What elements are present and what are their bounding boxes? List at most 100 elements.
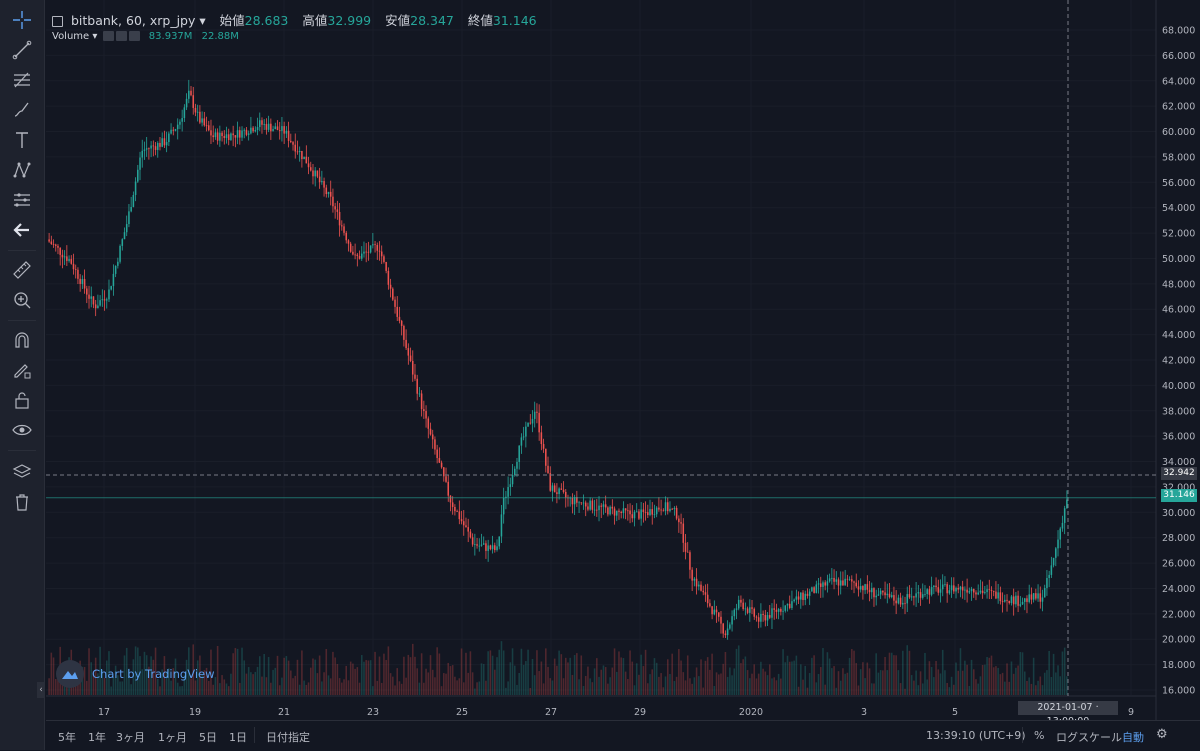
remove-icon[interactable] <box>128 31 140 41</box>
percent-toggle[interactable]: % <box>1034 729 1045 742</box>
candle-body <box>148 148 150 150</box>
ruler-icon[interactable] <box>8 258 36 282</box>
zoom-in-icon[interactable] <box>8 288 36 312</box>
volume-bar <box>440 686 443 695</box>
candle-body <box>456 511 458 512</box>
candle-body <box>655 507 658 515</box>
candle-body <box>57 245 59 248</box>
candle-body <box>50 241 53 245</box>
candle-body <box>431 434 434 440</box>
candle-body <box>682 523 685 543</box>
volume-bar <box>92 670 95 695</box>
settings-icon[interactable] <box>102 31 114 41</box>
candle-body <box>633 511 636 519</box>
layers-icon[interactable] <box>8 460 36 484</box>
trash-icon[interactable] <box>8 490 36 514</box>
volume-bar <box>141 669 144 695</box>
trend-line-icon[interactable] <box>8 38 36 62</box>
collapse-legend-icon[interactable] <box>52 16 63 27</box>
volume-bar <box>445 673 447 695</box>
volume-bar <box>848 657 851 695</box>
volume-bar <box>720 673 722 695</box>
candle-body <box>387 270 390 285</box>
range-3m-button[interactable]: 3ヶ月 <box>116 731 145 744</box>
range-5y-button[interactable]: 5年 <box>58 731 76 744</box>
range-1d-button[interactable]: 1日 <box>229 731 247 744</box>
magnet-icon[interactable] <box>8 328 36 352</box>
candle-body <box>895 600 897 604</box>
brush-icon[interactable] <box>8 98 36 122</box>
candle-body <box>296 151 299 153</box>
candle-body <box>478 545 481 547</box>
candle-body <box>141 150 144 158</box>
volume-bar <box>658 676 660 695</box>
candle-body <box>604 504 607 508</box>
volume-bar <box>545 648 547 695</box>
candle-body <box>105 299 108 301</box>
text-icon[interactable] <box>8 128 36 152</box>
crosshair-icon[interactable] <box>8 8 36 32</box>
candle-body <box>837 579 840 586</box>
volume-bar <box>354 668 356 695</box>
candle-body <box>935 585 937 588</box>
volume-bar <box>372 686 374 695</box>
symbol-dropdown-icon[interactable]: ▾ <box>199 13 206 28</box>
collapse-panel-button[interactable]: ‹ <box>37 682 45 698</box>
candle-body <box>724 633 727 636</box>
volume-bar <box>709 669 711 695</box>
range-5d-button[interactable]: 5日 <box>199 731 217 744</box>
candle-body <box>389 284 392 289</box>
candle-body <box>990 589 993 591</box>
symbol-label[interactable]: bitbank, 60, xrp_jpy <box>70 13 196 28</box>
fib-icon[interactable] <box>8 68 36 92</box>
price-chart[interactable]: 68.000 66.000 64.000 62.000 60.000 58.000 56.0… <box>46 0 1200 720</box>
back-arrow-icon[interactable] <box>8 218 36 242</box>
volume-label[interactable]: Volume <box>52 31 90 42</box>
candle-body <box>165 142 168 146</box>
candle-body <box>786 603 789 606</box>
volume-bar <box>611 667 614 695</box>
volume-bar <box>243 660 246 695</box>
volume-bar <box>52 657 55 695</box>
pattern-icon[interactable] <box>8 158 36 182</box>
volume-bar <box>979 676 982 695</box>
candle-body <box>753 608 756 617</box>
volume-bar <box>879 670 882 695</box>
volume-bar <box>715 672 718 695</box>
candle-body <box>1015 595 1017 605</box>
candle-body <box>150 145 152 149</box>
volume-dropdown-icon[interactable]: ▾ <box>92 31 98 42</box>
candle-body <box>644 511 647 513</box>
range-1y-button[interactable]: 1年 <box>88 731 106 744</box>
source-icon[interactable] <box>115 31 127 41</box>
auto-scale-toggle[interactable]: 自動 <box>1122 731 1144 744</box>
lock-drawing-icon[interactable] <box>8 358 36 382</box>
volume-bar <box>669 674 671 695</box>
tradingview-attribution[interactable]: Chart by TradingView <box>56 660 215 688</box>
volume-bar <box>1039 676 1042 695</box>
candle-body <box>119 245 121 262</box>
range-1m-button[interactable]: 1ヶ月 <box>158 731 187 744</box>
volume-bar <box>392 676 394 695</box>
candle-body <box>866 584 869 590</box>
price-tick-label: 64.000 <box>1162 76 1195 87</box>
candle-body <box>775 609 778 612</box>
volume-bar <box>784 662 787 695</box>
clock-text[interactable]: 13:39:10 (UTC+9) <box>926 729 1026 742</box>
unlock-icon[interactable] <box>8 388 36 412</box>
candle-body <box>112 273 115 287</box>
candle-body <box>125 224 128 233</box>
goto-date-button[interactable]: 日付指定 <box>266 731 310 744</box>
log-scale-toggle[interactable]: ログスケール <box>1056 731 1122 744</box>
volume-bar <box>465 652 467 695</box>
chart-area[interactable]: 68.000 66.000 64.000 62.000 60.000 58.000 56.0… <box>46 0 1200 750</box>
volume-bar <box>105 660 108 695</box>
volume-bar <box>795 655 798 695</box>
candle-body <box>620 511 622 514</box>
measure-lines-icon[interactable] <box>8 188 36 212</box>
eye-icon[interactable] <box>8 418 36 442</box>
gear-icon[interactable]: ⚙ <box>1156 727 1168 742</box>
volume-bar <box>673 681 676 695</box>
candle-body <box>507 487 509 497</box>
volume-bar <box>438 653 441 695</box>
